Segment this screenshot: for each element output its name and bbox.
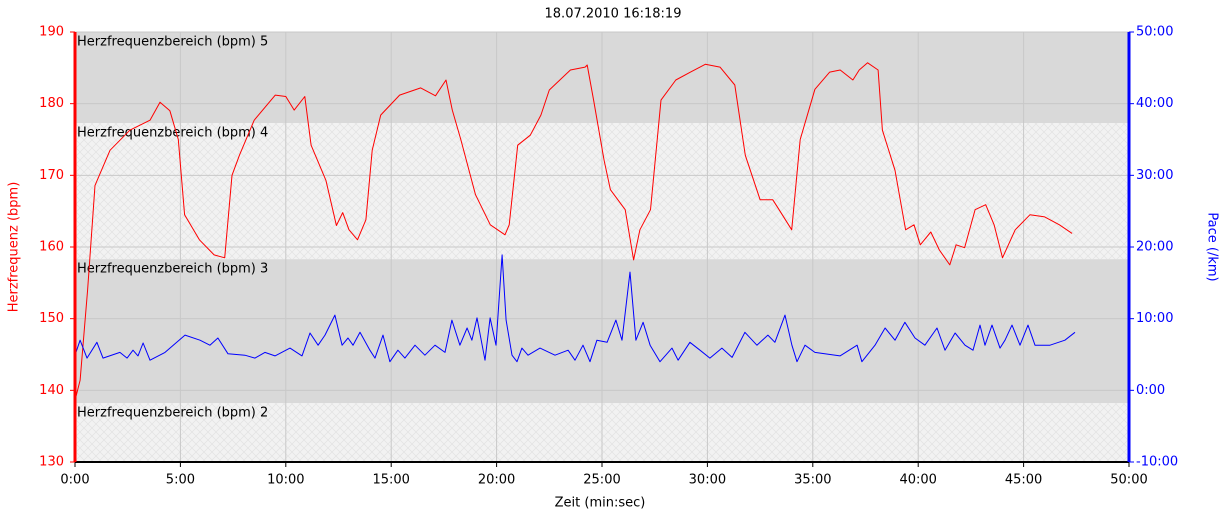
x-tick-label: 40:00 xyxy=(899,473,936,488)
y-tick-label: 150 xyxy=(39,311,64,326)
axes: 0:00 5:00 10:00 15:00 20:00 25:00 30:00 35:00 40… xyxy=(39,25,1178,488)
y2-tick-label: 50:00 xyxy=(1136,25,1173,40)
zone-label: Herzfrequenzbereich (bpm) 2 xyxy=(77,406,268,421)
y2-tick-label: 40:00 xyxy=(1136,96,1173,111)
x-tick-label: 20:00 xyxy=(478,473,515,488)
x-tick-label: 30:00 xyxy=(689,473,726,488)
y2-axis-label: Pace (/km) xyxy=(1205,212,1220,281)
y2-tick-label: 30:00 xyxy=(1136,168,1173,183)
x-tick-label: 15:00 xyxy=(372,473,409,488)
x-tick-label: 5:00 xyxy=(166,473,195,488)
x-tick-label: 10:00 xyxy=(267,473,304,488)
lines xyxy=(74,62,1076,401)
zone-label: Herzfrequenzbereich (bpm) 4 xyxy=(77,126,268,141)
y-tick-label: 190 xyxy=(39,25,64,40)
y-axis-label: Herzfrequenz (bpm) xyxy=(7,182,22,313)
y-tick-label: 140 xyxy=(39,383,64,398)
series-line xyxy=(74,254,1076,363)
x-tick-label: 50:00 xyxy=(1110,473,1147,488)
y2-tick-label: 10:00 xyxy=(1136,311,1173,326)
x-axis-label: Zeit (min:sec) xyxy=(555,496,646,511)
zone-label: Herzfrequenzbereich (bpm) 3 xyxy=(77,262,268,277)
chart-title: 18.07.2010 16:18:19 xyxy=(545,7,682,22)
x-tick-label: 0:00 xyxy=(60,473,89,488)
zone-label: Herzfrequenzbereich (bpm) 5 xyxy=(77,35,268,50)
x-tick-label: 45:00 xyxy=(1005,473,1042,488)
y2-tick-label: -10:00 xyxy=(1136,455,1178,470)
y-tick-label: 180 xyxy=(39,96,64,111)
y-tick-label: 170 xyxy=(39,168,64,183)
series-line xyxy=(74,62,1073,401)
x-tick-label: 25:00 xyxy=(583,473,620,488)
y2-tick-label: 0:00 xyxy=(1136,383,1165,398)
y2-tick-label: 20:00 xyxy=(1136,240,1173,255)
y-tick-label: 130 xyxy=(39,455,64,470)
x-tick-label: 35:00 xyxy=(794,473,831,488)
y-tick-label: 160 xyxy=(39,240,64,255)
